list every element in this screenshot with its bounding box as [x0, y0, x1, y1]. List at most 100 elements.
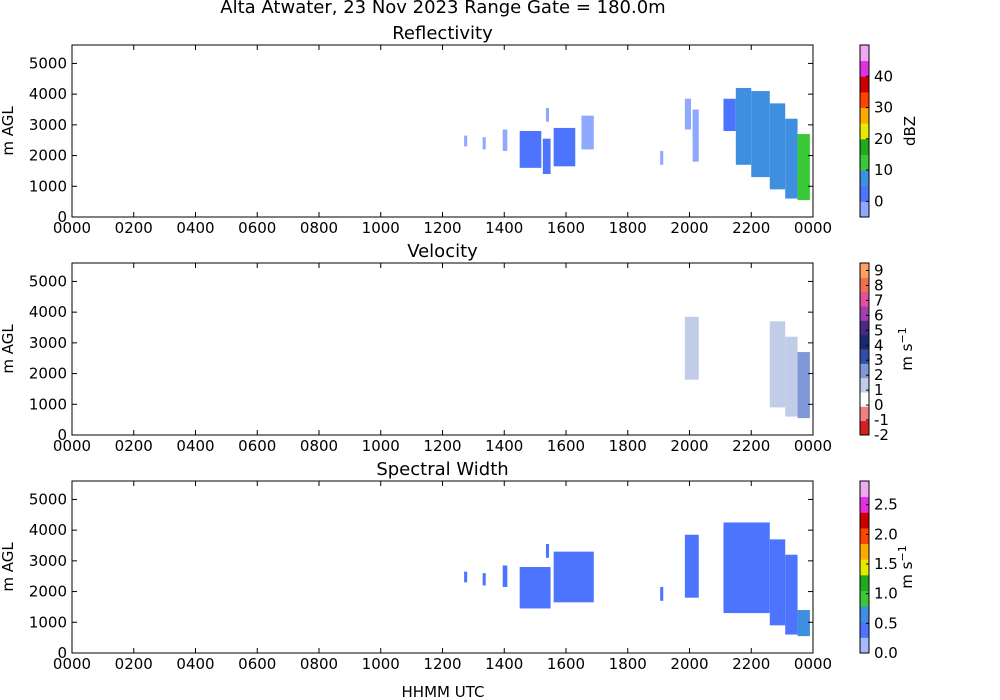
x-tick-label: 0600 — [238, 219, 276, 237]
y-tick-label: 4000 — [29, 521, 67, 539]
x-tick-label: 1000 — [362, 219, 400, 237]
colorbar-label: m s−1 — [896, 327, 916, 370]
colorbar-tick-label: 30 — [874, 99, 893, 117]
echo-cell — [692, 109, 699, 162]
x-tick-label: 2000 — [670, 655, 708, 673]
colorbar-tick-label: 9 — [874, 261, 884, 279]
echo-cell — [684, 534, 699, 598]
y-tick-label: 2000 — [29, 365, 67, 383]
echo-cell — [723, 522, 770, 614]
colorbar-tick-label: 20 — [874, 130, 893, 148]
y-tick-label: 4000 — [29, 85, 67, 103]
y-tick-label: 5000 — [29, 54, 67, 72]
colorbar-segment — [860, 185, 869, 202]
echo-cell — [797, 134, 810, 201]
colorbar-segment — [860, 154, 869, 171]
echo-cell — [785, 336, 798, 417]
colorbar-segment — [860, 621, 869, 638]
colorbar-label: dBZ — [901, 116, 919, 146]
colorbar-segment — [860, 590, 869, 607]
x-tick-label: 0200 — [115, 219, 153, 237]
x-tick-label: 1600 — [547, 437, 585, 455]
colorbar-tick-label: 0.0 — [874, 644, 898, 662]
colorbar-tick-label: 1.0 — [874, 585, 898, 603]
echo-cell — [751, 91, 770, 178]
colorbar-segment — [860, 543, 869, 560]
x-tick-label: 1800 — [609, 655, 647, 673]
colorbar-tick-label: 0 — [874, 192, 884, 210]
echo-cell — [723, 306, 752, 383]
colorbar-segment — [860, 334, 869, 350]
x-tick-label: 1800 — [609, 219, 647, 237]
colorbar-frame — [859, 262, 870, 436]
colorbar-tick-label: 4 — [874, 336, 884, 354]
colorbar-segment — [860, 496, 869, 513]
y-tick-label: 1000 — [29, 395, 67, 413]
echo-cell — [553, 551, 594, 603]
colorbar-tick-label: 0 — [874, 396, 884, 414]
y-tick-label: 3000 — [29, 552, 67, 570]
x-tick-label: 2000 — [670, 219, 708, 237]
axes-frame — [71, 480, 814, 654]
x-tick-label: 0400 — [176, 219, 214, 237]
x-tick-label: 1400 — [485, 219, 523, 237]
x-tick-label: 1400 — [485, 437, 523, 455]
x-tick-label: 0400 — [176, 437, 214, 455]
echo-cell — [502, 565, 508, 587]
echo-cell — [660, 150, 664, 165]
x-tick-label: 0800 — [300, 437, 338, 455]
echo-cell — [502, 129, 508, 151]
echo-cell — [545, 107, 550, 122]
colorbar-tick-label: 6 — [874, 306, 884, 324]
x-tick-label: 1600 — [547, 219, 585, 237]
echo-layer — [464, 88, 810, 201]
colorbar-tick-label: 1.5 — [874, 555, 898, 573]
echo-cell — [797, 610, 810, 637]
echo-layer — [464, 306, 810, 419]
colorbar: 0.0 0.5 1.0 1.5 2.0 2.5 m s−1 — [859, 480, 916, 662]
y-tick-label: 2000 — [29, 147, 67, 165]
echo-cell — [769, 321, 786, 408]
colorbar-segment — [860, 45, 869, 62]
x-tick-label: 0000 — [794, 219, 832, 237]
panel-title: Spectral Width — [376, 459, 508, 480]
y-tick-label: 5000 — [29, 490, 67, 508]
colorbar-segment — [860, 291, 869, 307]
colorbar-tick-label: 3 — [874, 351, 884, 369]
x-tick-label: 0000 — [53, 219, 91, 237]
colorbar-segment — [860, 606, 869, 623]
colorbar-segment — [860, 138, 869, 155]
x-tick-label: 1200 — [423, 655, 461, 673]
echo-cell — [785, 554, 798, 635]
panel-spectral-width: Spectral Width 0000 0200 0400 0600 0800 1000 12… — [0, 459, 916, 673]
echo-cell — [553, 336, 594, 385]
echo-cell — [519, 349, 551, 391]
colorbar-segment — [860, 107, 869, 124]
y-tick-label: 0 — [57, 644, 67, 662]
x-tick-label: 0600 — [238, 437, 276, 455]
colorbar-segment — [860, 481, 869, 498]
colorbar-tick-label: 5 — [874, 321, 884, 339]
x-tick-label: 0200 — [115, 655, 153, 673]
colorbar-segment — [860, 406, 869, 422]
x-tick-label: 1200 — [423, 219, 461, 237]
echo-cell — [553, 127, 576, 167]
x-tick-label: 0800 — [300, 219, 338, 237]
x-tick-label: 0000 — [794, 437, 832, 455]
echo-cell — [769, 539, 786, 626]
y-tick-label: 0 — [57, 208, 67, 226]
echo-cell — [785, 118, 798, 199]
x-tick-label: 1600 — [547, 655, 585, 673]
colorbar-frame — [859, 44, 870, 218]
echo-layer — [464, 522, 810, 637]
colorbar-tick-label: 2.5 — [874, 496, 898, 514]
colorbar-tick-label: 1 — [874, 381, 884, 399]
echo-cell — [482, 573, 486, 586]
colorbar-segment — [860, 123, 869, 140]
colorbar-segment — [860, 263, 869, 278]
x-tick-label: 2000 — [670, 437, 708, 455]
